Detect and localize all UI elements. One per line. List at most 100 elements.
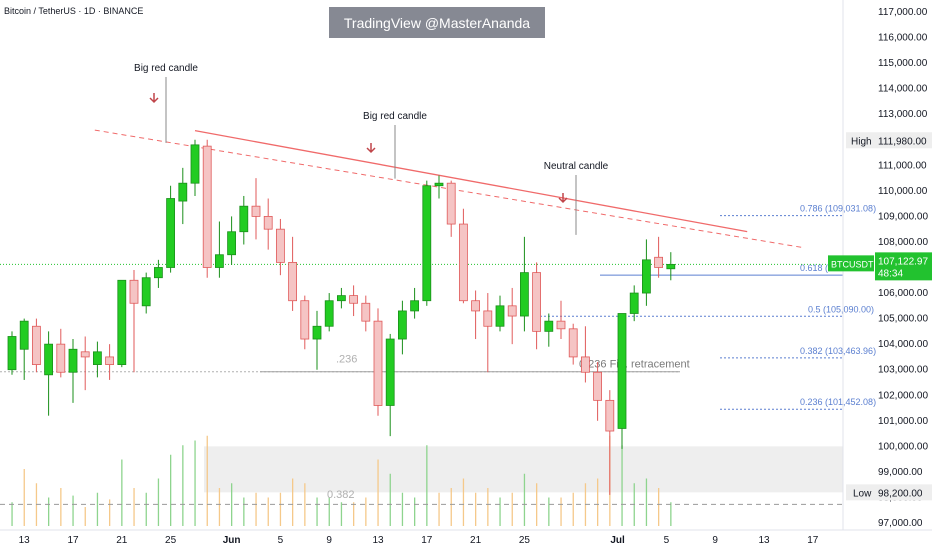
time-tick-label: 9 (326, 535, 332, 546)
bearish-candle (507, 305, 517, 317)
bullish-candle (495, 305, 505, 327)
volume-bar (499, 497, 501, 526)
bearish-candle (300, 300, 310, 340)
volume-bar (353, 502, 355, 526)
volume-bar (560, 497, 562, 526)
price-tick-label: 103,000.00 (878, 365, 928, 376)
low-value-label: 98,200.00 (878, 488, 923, 499)
bearish-candle (458, 223, 468, 302)
bullish-candle (19, 320, 29, 350)
price-tick-label: 113,000.00 (878, 109, 928, 120)
time-tick-label: 21 (116, 535, 128, 546)
bearish-candle (263, 215, 273, 230)
time-tick-label: 17 (67, 535, 79, 546)
time-tick-label: 17 (421, 535, 433, 546)
bullish-candle (410, 300, 420, 312)
price-tick-label: 102,000.00 (878, 390, 928, 401)
bearish-candle (446, 182, 456, 225)
volume-bar (157, 478, 160, 526)
ticker-tag (828, 255, 874, 272)
volume-bar (328, 497, 330, 526)
bullish-candle (666, 264, 676, 270)
support-zone (204, 446, 843, 493)
bearish-candle (483, 310, 493, 327)
bullish-candle (434, 182, 444, 187)
volume-bar (389, 473, 391, 526)
volume-bar (572, 492, 574, 526)
bullish-candle (68, 348, 78, 373)
bearish-candle (556, 320, 566, 330)
time-tick-label: 13 (372, 535, 384, 546)
price-tick-label: 114,000.00 (878, 84, 928, 95)
bullish-candle (214, 254, 224, 268)
low-tag-bg (846, 484, 876, 501)
bullish-candle (397, 310, 407, 340)
volume-bar (450, 488, 452, 526)
volume-bar (597, 478, 599, 526)
volume-bar (243, 497, 245, 526)
symbol-title[interactable]: Bitcoin / TetherUS · 1D · BINANCE (4, 6, 144, 16)
price-tick-label: 116,000.00 (878, 33, 928, 44)
annotation-label: Big red candle (363, 111, 427, 122)
ticker-label: BTCUSDT (831, 259, 874, 269)
bullish-candle (178, 182, 188, 202)
volume-bar (48, 497, 50, 526)
bullish-candle (44, 343, 53, 376)
time-tick-label: 25 (519, 535, 531, 546)
arrow-down-icon (366, 143, 376, 154)
volume-bar (96, 492, 99, 526)
volume-bar (60, 488, 62, 526)
bullish-candle (312, 325, 322, 340)
volume-bar (109, 499, 111, 526)
time-tick-label: 25 (165, 535, 177, 546)
annotation-label: Big red candle (134, 63, 198, 74)
price-tick-label: 108,000.00 (878, 237, 928, 248)
volume-bar (645, 478, 648, 526)
bearish-candle (349, 295, 359, 304)
price-tick-label: 105,000.00 (878, 314, 928, 325)
fib-level-label: 0.236 (101,452.08) (800, 397, 876, 407)
bearish-candle (56, 343, 66, 373)
annotation-box (131, 58, 201, 76)
annotation-box (540, 156, 612, 174)
volume-bar (377, 459, 379, 526)
volume-bar (475, 492, 477, 526)
bullish-candle (141, 277, 151, 307)
watermark: TradingView @MasterAnanda (329, 7, 545, 38)
bullish-candle (520, 272, 529, 317)
volume-bar (304, 483, 306, 526)
bearish-candle (32, 325, 41, 365)
volume-bar (133, 488, 135, 526)
volume-bar (365, 497, 367, 526)
time-tick-label: 5 (278, 535, 284, 546)
bearish-candle (129, 279, 139, 304)
time-tick-label: 21 (470, 535, 482, 546)
volume-bar (401, 492, 404, 526)
time-tick-label: Jul (610, 535, 625, 546)
volume-bar (255, 492, 257, 526)
volume-bar (548, 497, 550, 526)
resistance-trendline (194, 130, 748, 233)
volume-bar (438, 492, 440, 526)
volume-bar (316, 497, 318, 526)
bearish-candle (80, 351, 90, 358)
low-value-bg (876, 484, 932, 501)
bullish-candle (239, 205, 249, 233)
time-tick-label: Jun (223, 535, 241, 546)
volume-bar (218, 488, 221, 526)
volume-bar (487, 488, 489, 526)
time-tick-label: 9 (712, 535, 718, 546)
price-tick-label: 104,000.00 (878, 339, 928, 350)
fib-level-label: 0.618 ( (800, 263, 828, 273)
price-tick-label: 111,000.00 (878, 160, 927, 171)
low-tag-label: Low (853, 488, 872, 499)
volume-bar (658, 488, 660, 526)
volume-bar (84, 507, 86, 526)
bullish-candle (617, 313, 627, 429)
volume-bar (462, 478, 465, 526)
price-tick-label: 97,000.00 (878, 518, 923, 529)
volume-bar (621, 445, 623, 526)
price-tick-label: 99,000.00 (878, 467, 923, 478)
